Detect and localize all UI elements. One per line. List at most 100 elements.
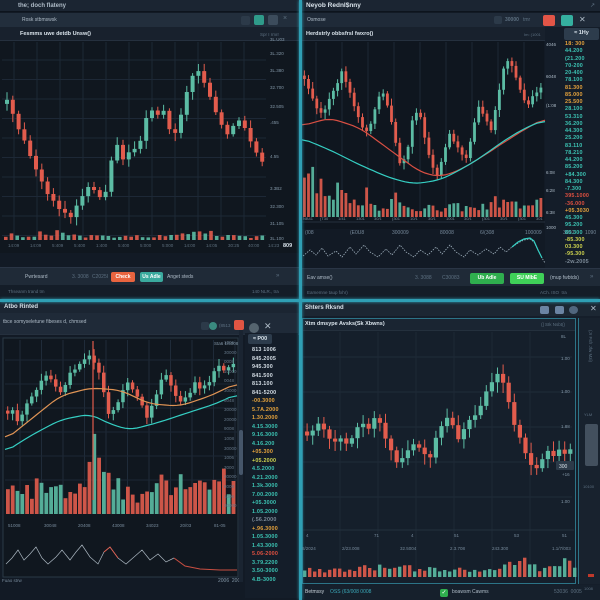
svg-text:14:09: 14:09 bbox=[30, 243, 42, 248]
svg-text:6:08: 6:08 bbox=[546, 170, 555, 175]
svg-text:1008: 1008 bbox=[224, 436, 235, 441]
svg-text:3L.U03: 3L.U03 bbox=[270, 37, 285, 42]
svg-text:30000: 30000 bbox=[224, 350, 237, 355]
svg-text:+16: +16 bbox=[562, 472, 570, 477]
svg-text:51: 51 bbox=[562, 533, 568, 538]
svg-text:1001: 1001 bbox=[446, 216, 456, 221]
svg-text:10/1: 10/1 bbox=[410, 216, 419, 221]
svg-text:81-05: 81-05 bbox=[214, 523, 226, 528]
svg-text:20000: 20000 bbox=[224, 417, 237, 422]
svg-text:4046: 4046 bbox=[546, 42, 557, 47]
svg-text:4: 4 bbox=[306, 533, 309, 538]
svg-text:30000: 30000 bbox=[224, 503, 237, 508]
svg-text:32.5004: 32.5004 bbox=[400, 546, 417, 551]
svg-text:32.700: 32.700 bbox=[270, 85, 284, 90]
svg-text:2.3.708: 2.3.708 bbox=[450, 546, 466, 551]
svg-text:5:000: 5:000 bbox=[140, 243, 152, 248]
svg-text:8008: 8008 bbox=[224, 484, 235, 489]
svg-text:14:23: 14:23 bbox=[268, 243, 280, 248]
svg-text:1.00: 1.00 bbox=[561, 356, 570, 361]
svg-text:6048: 6048 bbox=[546, 74, 557, 79]
svg-text:1090: 1090 bbox=[585, 230, 596, 236]
svg-text:8L: 8L bbox=[561, 334, 567, 339]
svg-text:9008: 9008 bbox=[224, 426, 235, 431]
svg-text:30000: 30000 bbox=[224, 407, 237, 412]
svg-text:10000: 10000 bbox=[224, 369, 237, 374]
svg-text:30/1: 30/1 bbox=[374, 216, 383, 221]
svg-text:(I08: (I08 bbox=[305, 230, 314, 236]
svg-text:71: 71 bbox=[374, 533, 380, 538]
svg-text:34023: 34023 bbox=[146, 523, 159, 528]
svg-text:1/41: 1/41 bbox=[338, 216, 347, 221]
svg-text:30000: 30000 bbox=[224, 446, 237, 451]
svg-text:3000: 3000 bbox=[224, 465, 235, 470]
svg-text:1.1/7/003: 1.1/7/003 bbox=[552, 546, 571, 551]
svg-text:1:400: 1:400 bbox=[96, 243, 108, 248]
svg-text:20408: 20408 bbox=[78, 523, 91, 528]
svg-text:40:00: 40:00 bbox=[248, 243, 260, 248]
svg-text:4.55: 4.55 bbox=[270, 154, 279, 159]
svg-text:30/1: 30/1 bbox=[500, 216, 509, 221]
svg-text:30/1: 30/1 bbox=[428, 216, 437, 221]
svg-text:4: 4 bbox=[411, 533, 414, 538]
svg-text:20/03: 20/03 bbox=[180, 523, 192, 528]
svg-text:1.00: 1.00 bbox=[561, 389, 570, 394]
svg-text:30:25: 30:25 bbox=[228, 243, 240, 248]
svg-text:43008: 43008 bbox=[112, 523, 125, 528]
svg-text:Fuao strw: Fuao strw bbox=[2, 578, 23, 583]
svg-text:3.3B2: 3.3B2 bbox=[270, 186, 282, 191]
svg-text:30/1: 30/1 bbox=[464, 216, 473, 221]
svg-text:32.300: 32.300 bbox=[270, 204, 284, 209]
svg-text:(T30: (T30 bbox=[320, 216, 329, 221]
svg-text:2006 2003: 2006 2003 bbox=[218, 578, 243, 584]
svg-text:1301: 1301 bbox=[356, 216, 366, 221]
svg-text:(301: (301 bbox=[518, 216, 527, 221]
svg-text:5:409: 5:409 bbox=[52, 243, 64, 248]
svg-text:301: 301 bbox=[536, 216, 543, 221]
svg-text:NB41: NB41 bbox=[303, 216, 314, 221]
svg-text:3L.320: 3L.320 bbox=[270, 51, 284, 56]
svg-text:30000: 30000 bbox=[224, 388, 237, 393]
svg-text:0008: 0008 bbox=[224, 359, 235, 364]
svg-text:(1:08: (1:08 bbox=[546, 103, 557, 108]
svg-text:5:400: 5:400 bbox=[118, 243, 130, 248]
svg-text:14:00: 14:00 bbox=[184, 243, 196, 248]
svg-text:2/23.008: 2/23.008 bbox=[342, 546, 360, 551]
svg-text:(301: (301 bbox=[392, 216, 401, 221]
svg-text:14:09: 14:09 bbox=[8, 243, 20, 248]
svg-text:8/2024: 8/2024 bbox=[302, 546, 316, 551]
svg-text:1006: 1006 bbox=[224, 340, 235, 345]
svg-text:53: 53 bbox=[514, 533, 520, 538]
svg-text:.455: .455 bbox=[270, 120, 279, 125]
svg-text:1000: 1000 bbox=[546, 225, 557, 230]
svg-text:80008: 80008 bbox=[440, 230, 454, 236]
svg-text:100009: 100009 bbox=[525, 230, 542, 236]
svg-text:3080: 3080 bbox=[563, 230, 574, 236]
svg-text:1006: 1006 bbox=[224, 494, 235, 499]
svg-text:51008: 51008 bbox=[8, 523, 21, 528]
svg-text:Sta6 1/5008: Sta6 1/5008 bbox=[214, 341, 239, 346]
svg-text:300: 300 bbox=[559, 464, 568, 470]
svg-text:(E0U8: (E0U8 bbox=[350, 230, 364, 236]
svg-text:5:400: 5:400 bbox=[74, 243, 86, 248]
svg-text:1006: 1006 bbox=[224, 455, 235, 460]
svg-text:30048: 30048 bbox=[44, 523, 57, 528]
svg-text:(301: (301 bbox=[482, 216, 491, 221]
svg-text:809: 809 bbox=[283, 243, 292, 249]
svg-text:3L.380: 3L.380 bbox=[270, 68, 284, 73]
svg-text:1.88: 1.88 bbox=[561, 424, 570, 429]
svg-text:51: 51 bbox=[454, 533, 460, 538]
svg-text:6:28: 6:28 bbox=[546, 188, 555, 193]
svg-text:6048: 6048 bbox=[224, 398, 235, 403]
svg-text:0048: 0048 bbox=[224, 378, 235, 383]
svg-text:6:38: 6:38 bbox=[546, 210, 555, 215]
svg-text:32.505: 32.505 bbox=[270, 104, 284, 109]
svg-text:14:05: 14:05 bbox=[206, 243, 218, 248]
svg-text:5:000: 5:000 bbox=[162, 243, 174, 248]
svg-text:1.00: 1.00 bbox=[561, 499, 570, 504]
svg-text:6/(308: 6/(308 bbox=[480, 230, 494, 236]
svg-text:243.300: 243.300 bbox=[492, 546, 509, 551]
svg-text:30000: 30000 bbox=[224, 474, 237, 479]
svg-text:300009: 300009 bbox=[392, 230, 409, 236]
svg-text:31.105: 31.105 bbox=[270, 221, 284, 226]
